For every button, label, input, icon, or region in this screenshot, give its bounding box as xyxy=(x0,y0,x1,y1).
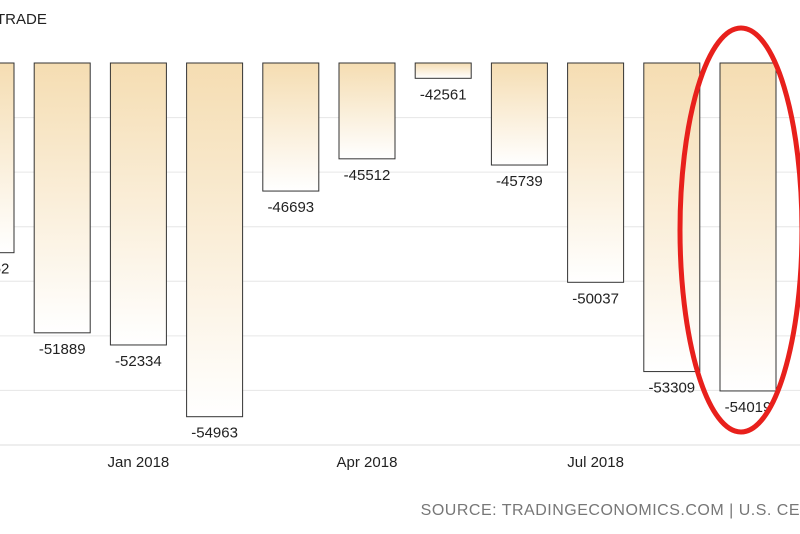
data-label: -42561 xyxy=(420,86,467,103)
data-label: -54963 xyxy=(191,425,238,442)
data-label: -54019 xyxy=(725,399,772,416)
bar xyxy=(33,62,91,334)
bar xyxy=(0,62,15,254)
bar xyxy=(109,62,167,346)
bar xyxy=(719,62,777,392)
bar xyxy=(414,62,472,79)
data-label: -45512 xyxy=(344,167,391,184)
bar xyxy=(567,62,625,283)
bar xyxy=(490,62,548,166)
x-tick-label: Jan 2018 xyxy=(108,454,170,471)
data-label: -50037 xyxy=(572,290,619,307)
data-label: -45739 xyxy=(496,173,543,190)
highlight-ellipse xyxy=(677,25,800,435)
data-label: -53309 xyxy=(648,380,695,397)
data-label: -46693 xyxy=(267,199,314,216)
bar xyxy=(186,62,244,418)
data-label: -48952 xyxy=(0,261,9,278)
bar xyxy=(338,62,396,160)
x-tick-label: Jul 2018 xyxy=(567,454,624,471)
data-label: -51889 xyxy=(39,341,86,358)
bar xyxy=(262,62,320,192)
data-label: -52334 xyxy=(115,353,162,370)
chart-title: TRADE xyxy=(0,11,47,28)
source: SOURCE: TRADINGECONOMICS.COM | U.S. CE xyxy=(421,502,800,519)
x-tick-label: Apr 2018 xyxy=(337,454,398,471)
